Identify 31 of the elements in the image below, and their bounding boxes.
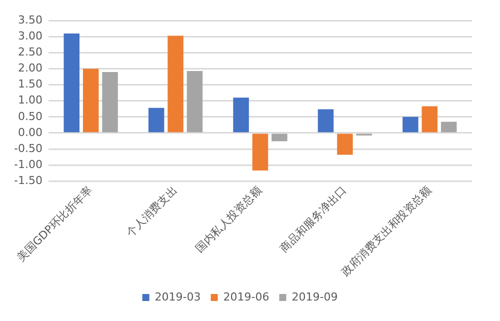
bar [102,72,118,132]
y-tick-label: 2.00 [18,62,42,75]
y-tick-label: 1.50 [18,78,42,91]
x-tick-label: 国内私人投资总额 [192,184,264,256]
bar [318,109,334,132]
legend-label: 2019-03 [154,290,201,304]
y-tick-label: 3.00 [18,30,42,43]
bar [186,71,203,132]
bar [82,68,99,132]
y-tick-label: 3.50 [18,13,42,26]
y-tick-label: 0.50 [18,110,42,123]
bar [233,98,249,132]
x-tick-label: 商品和服务净出口 [278,184,350,256]
bar [337,134,353,155]
legend-label: 2019-06 [223,290,270,304]
y-tick-label: -1.50 [14,174,42,187]
y-tick-label: 1.00 [18,94,42,107]
legend-label: 2019-09 [292,290,338,304]
bar [440,122,457,132]
y-tick-label: 2.50 [18,46,42,59]
bar [402,116,418,132]
y-tick-label: -1.00 [14,158,42,171]
bar [148,108,164,132]
bar [272,134,288,142]
x-tick-label: 个人消费支出 [124,184,180,240]
bar [252,134,268,171]
bar [168,36,184,132]
bar [422,106,438,132]
bar [64,33,80,132]
y-tick-label: -0.50 [14,142,42,155]
y-tick-label: 0.00 [18,126,42,139]
